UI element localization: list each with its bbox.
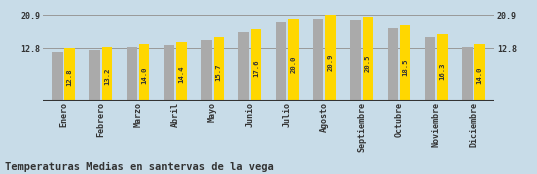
Bar [288, 19, 299, 101]
Text: 17.6: 17.6 [253, 60, 259, 77]
Bar [313, 19, 323, 101]
Text: 16.3: 16.3 [439, 62, 445, 80]
Bar [388, 28, 398, 101]
Text: 14.0: 14.0 [477, 66, 483, 84]
Text: 15.7: 15.7 [216, 63, 222, 81]
Bar [127, 47, 137, 101]
Bar [425, 37, 436, 101]
Bar [176, 42, 187, 101]
Text: 18.5: 18.5 [402, 58, 408, 76]
Text: 20.0: 20.0 [291, 55, 296, 73]
Bar [164, 45, 175, 101]
Text: 14.4: 14.4 [178, 66, 184, 83]
Bar [214, 37, 224, 101]
Bar [437, 34, 448, 101]
Bar [362, 17, 373, 101]
Bar [400, 25, 410, 101]
Text: Temperaturas Medias en santervas de la vega: Temperaturas Medias en santervas de la v… [5, 162, 274, 172]
Text: 13.2: 13.2 [104, 68, 110, 85]
Bar [52, 52, 62, 101]
Bar [238, 32, 249, 101]
Bar [325, 15, 336, 101]
Bar [475, 44, 485, 101]
Text: 12.8: 12.8 [67, 69, 72, 86]
Bar [101, 47, 112, 101]
Bar [462, 47, 473, 101]
Bar [350, 20, 361, 101]
Bar [89, 50, 100, 101]
Bar [139, 44, 149, 101]
Text: 20.5: 20.5 [365, 54, 371, 72]
Text: 14.0: 14.0 [141, 66, 147, 84]
Bar [251, 29, 261, 101]
Bar [64, 48, 75, 101]
Text: 20.9: 20.9 [328, 54, 333, 71]
Bar [276, 22, 286, 101]
Bar [201, 40, 212, 101]
